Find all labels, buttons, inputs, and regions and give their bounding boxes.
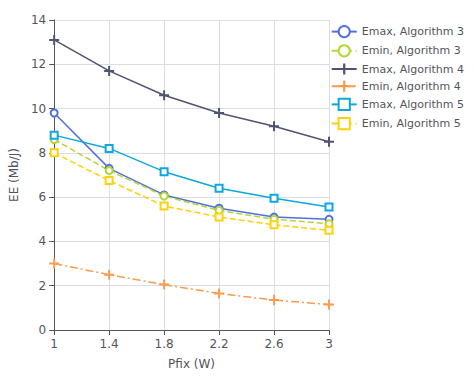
svg-text:Emax, Algorithm 5: Emax, Algorithm 5 — [362, 98, 464, 111]
svg-text:Emin, Algorithm 4: Emin, Algorithm 4 — [362, 80, 461, 93]
svg-text:0: 0 — [39, 323, 47, 337]
svg-text:8: 8 — [39, 146, 47, 160]
svg-text:3: 3 — [325, 337, 333, 351]
svg-text:Pfix (W): Pfix (W) — [168, 357, 215, 371]
svg-text:4: 4 — [39, 234, 47, 248]
svg-text:12: 12 — [31, 57, 46, 71]
svg-text:2: 2 — [39, 279, 47, 293]
svg-text:Emin, Algorithm 3: Emin, Algorithm 3 — [362, 44, 461, 57]
svg-text:14: 14 — [31, 13, 46, 27]
svg-text:1.8: 1.8 — [155, 337, 174, 351]
svg-text:2.6: 2.6 — [264, 337, 283, 351]
svg-text:Emax, Algorithm 4: Emax, Algorithm 4 — [362, 63, 464, 76]
svg-text:1.4: 1.4 — [100, 337, 119, 351]
svg-text:Emin, Algorithm 5: Emin, Algorithm 5 — [362, 117, 461, 130]
svg-text:EE (Mb/J): EE (Mb/J) — [7, 148, 21, 202]
svg-text:Emax, Algorithm 3: Emax, Algorithm 3 — [362, 25, 464, 38]
svg-text:10: 10 — [31, 102, 46, 116]
svg-text:6: 6 — [39, 190, 47, 204]
svg-text:2.2: 2.2 — [210, 337, 229, 351]
svg-text:1: 1 — [50, 337, 58, 351]
